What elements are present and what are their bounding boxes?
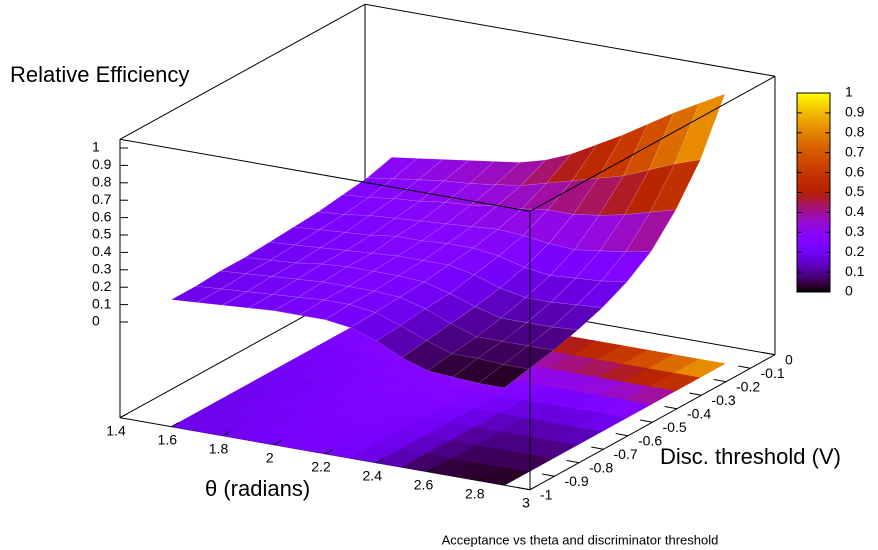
color-bar-label: 0.9 [845, 104, 865, 120]
y-tick [566, 460, 580, 464]
y-tick-label: -0.2 [736, 378, 760, 394]
z-tick-label: 0.3 [92, 261, 112, 277]
y-tick-label: -0.5 [663, 419, 687, 435]
z-tick-label: 0.6 [92, 208, 112, 224]
y-tick [591, 446, 604, 450]
box-edge [529, 75, 776, 212]
z-tick-label: 0.5 [92, 226, 112, 242]
color-bar-label: 0.2 [845, 243, 865, 259]
box-edge [119, 138, 531, 212]
y-tick [640, 419, 653, 423]
y-tick-label: -0.7 [614, 446, 638, 462]
z-tick-label: 0.7 [92, 191, 112, 207]
x-tick-label: 2.4 [363, 467, 383, 483]
floor-cell [673, 358, 726, 378]
y-tick [664, 406, 678, 410]
x-tick [427, 467, 436, 473]
color-bar-label: 0.4 [845, 203, 865, 219]
z-axis-label: Relative Efficiency [10, 62, 189, 87]
surface-cell [649, 159, 701, 213]
x-tick-label: 2.2 [311, 458, 331, 474]
z-tick-label: 0.9 [92, 156, 112, 172]
x-tick-label: 2.6 [414, 476, 434, 492]
y-tick-label: -0.3 [712, 392, 736, 408]
y-tick-label: -0.8 [589, 459, 613, 475]
chart-title: Acceptance vs theta and discriminator th… [442, 532, 719, 547]
y-tick [762, 352, 776, 356]
color-bar-label: 0.7 [845, 143, 865, 159]
z-tick-label: 0.4 [92, 243, 112, 259]
y-tick-label: -0.4 [687, 405, 711, 421]
color-bar-label: 0.5 [845, 183, 865, 199]
y-tick-label: -1 [540, 486, 553, 502]
x-tick-label: 2 [266, 449, 274, 465]
x-tick-label: 2.8 [465, 485, 485, 501]
surface-cell [576, 280, 628, 308]
color-bar-label: 0.6 [845, 163, 865, 179]
y-axis-label: Disc. threshold (V) [660, 444, 841, 469]
surface-cell [674, 93, 726, 165]
x-tick-label: 1.8 [209, 440, 229, 456]
x-tick-label: 1.4 [106, 422, 126, 438]
y-tick-label: -0.6 [638, 432, 662, 448]
color-bar-label: 0 [845, 283, 853, 299]
y-tick-label: -0.1 [761, 365, 785, 381]
y-tick-label: 0 [785, 351, 793, 367]
z-tick-label: 0 [92, 313, 100, 329]
y-tick-label: -0.9 [565, 473, 589, 489]
z-tick-label: 0.8 [92, 174, 112, 190]
y-tick [542, 473, 555, 477]
y-tick [713, 379, 727, 383]
box-edge [119, 3, 366, 140]
color-bar-label: 0.1 [845, 263, 865, 279]
color-bar-label: 0.3 [845, 223, 865, 239]
x-tick [529, 485, 538, 491]
x-tick [478, 476, 487, 482]
x-tick [171, 422, 179, 428]
x-tick-label: 1.6 [158, 431, 178, 447]
y-tick [615, 433, 629, 437]
x-tick [273, 440, 282, 446]
z-tick-label: 0.1 [92, 295, 112, 311]
box-edge [364, 3, 776, 77]
x-axis-label: θ (radians) [205, 476, 310, 501]
y-tick [689, 392, 702, 396]
z-tick-label: 1 [92, 139, 100, 155]
x-tick-label: 3 [522, 494, 530, 510]
z-tick-label: 0.2 [92, 278, 112, 294]
x-tick [324, 449, 333, 455]
y-tick [738, 365, 751, 369]
y-tick [517, 487, 531, 491]
x-tick [119, 413, 128, 419]
surface-cell [478, 364, 530, 389]
color-bar-label: 1 [845, 84, 853, 100]
x-tick [222, 431, 231, 437]
color-bar-label: 0.8 [845, 124, 865, 140]
x-tick [376, 458, 384, 464]
